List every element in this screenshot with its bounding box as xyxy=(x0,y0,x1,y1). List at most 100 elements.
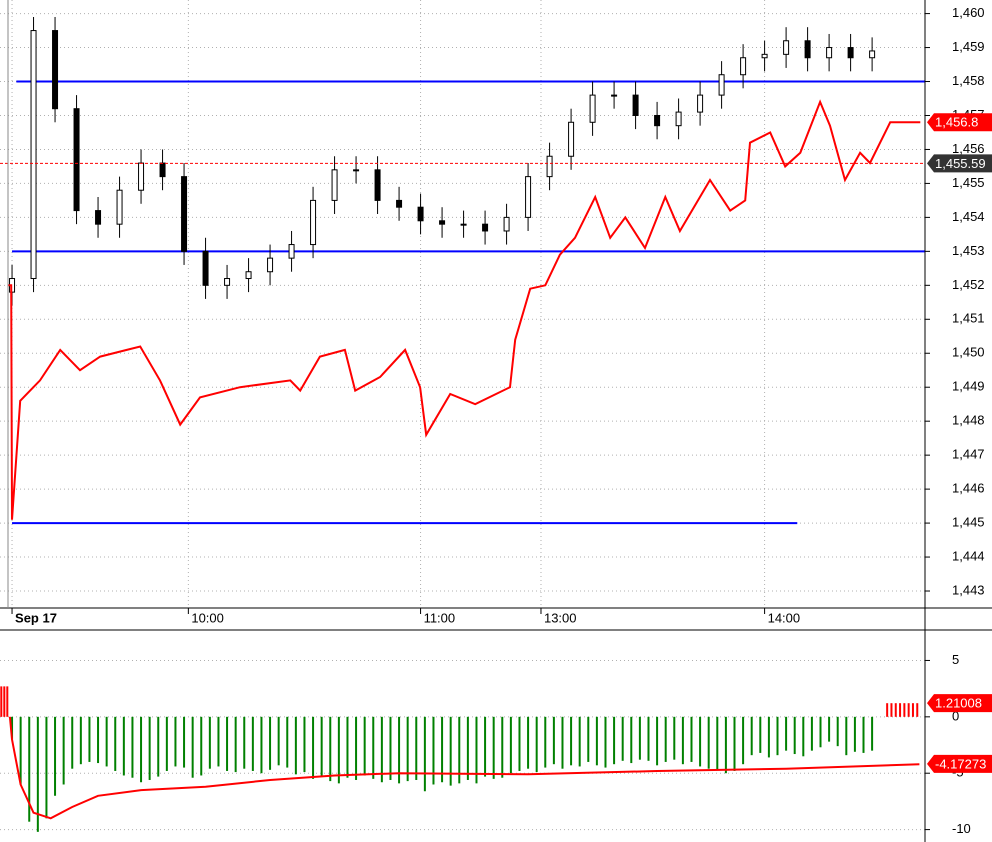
histogram-bar xyxy=(200,716,203,776)
histogram-bar xyxy=(36,716,39,832)
histogram-bar xyxy=(251,716,254,771)
histogram-bar xyxy=(690,716,693,762)
candle-body xyxy=(310,199,317,246)
histogram-bar xyxy=(916,703,919,717)
x-tick-label: 14:00 xyxy=(768,610,801,625)
histogram-bar xyxy=(28,716,31,822)
histogram-bar xyxy=(681,716,684,765)
histogram-bar xyxy=(613,716,616,765)
histogram-bar xyxy=(363,716,366,776)
histogram-bar xyxy=(845,716,848,756)
histogram-bar xyxy=(518,716,521,771)
histogram-bar xyxy=(903,703,906,717)
indicator-line xyxy=(7,99,921,520)
histogram-bar xyxy=(441,716,444,783)
y-tick-label: 5 xyxy=(952,652,959,667)
histogram-bar xyxy=(79,716,82,765)
histogram-bar xyxy=(3,686,6,717)
histogram-bar xyxy=(828,716,831,742)
histogram-bar xyxy=(114,716,117,771)
histogram-bar xyxy=(871,716,874,751)
histogram-bar xyxy=(907,703,910,717)
histogram-bar xyxy=(183,716,186,768)
histogram-bar xyxy=(6,686,9,717)
candle-body xyxy=(589,94,596,123)
histogram-bar xyxy=(664,716,667,762)
histogram-bar xyxy=(97,716,100,764)
histogram-bar xyxy=(11,716,14,740)
histogram-bar xyxy=(105,716,108,767)
signal-line xyxy=(8,716,920,820)
histogram-bar xyxy=(819,716,822,748)
histogram-bar xyxy=(0,686,3,717)
y-tick-label: 1,445 xyxy=(952,515,985,530)
histogram-bar xyxy=(165,716,168,771)
price-label-box xyxy=(927,754,992,773)
histogram-bar xyxy=(337,716,340,784)
histogram-bar xyxy=(286,716,289,768)
candle-body xyxy=(159,162,166,178)
price-label-box xyxy=(927,694,992,713)
y-tick-label: 1,455 xyxy=(952,175,985,190)
histogram-bar xyxy=(122,716,125,776)
x-tick-label: Sep 17 xyxy=(15,610,57,625)
histogram-bar xyxy=(157,716,160,777)
candle-body xyxy=(869,50,876,59)
histogram-bar xyxy=(911,703,914,717)
histogram-bar xyxy=(355,716,358,780)
candle-body xyxy=(245,271,252,280)
histogram-bar xyxy=(217,716,220,767)
candle-body xyxy=(116,189,123,225)
histogram-bar xyxy=(234,716,237,773)
histogram-bar xyxy=(406,716,409,782)
histogram-bar xyxy=(894,703,897,717)
histogram-bar xyxy=(423,716,426,792)
histogram-bar xyxy=(604,716,607,768)
y-tick-label: 1,446 xyxy=(952,481,985,496)
histogram-bar xyxy=(131,716,134,778)
y-tick-label: -10 xyxy=(952,821,971,836)
histogram-bar xyxy=(638,716,641,760)
histogram-bar xyxy=(329,716,332,782)
candle-body xyxy=(675,111,682,127)
histogram-bar xyxy=(45,716,48,819)
candle-body xyxy=(546,155,553,178)
histogram-bar xyxy=(724,716,727,774)
histogram-bar xyxy=(742,716,745,765)
histogram-bar xyxy=(380,716,383,783)
histogram-bar xyxy=(389,716,392,780)
candle-body xyxy=(417,206,424,222)
candle-body xyxy=(30,30,37,280)
candle-body xyxy=(460,223,467,226)
candle-body xyxy=(654,114,661,127)
histogram-bar xyxy=(54,716,57,796)
candle-body xyxy=(138,162,145,191)
histogram-bar xyxy=(853,716,856,752)
histogram-bar xyxy=(750,716,753,756)
histogram-bar xyxy=(544,716,547,768)
histogram-bar xyxy=(561,716,564,769)
histogram-bar xyxy=(484,716,487,777)
histogram-bar xyxy=(208,716,211,769)
histogram-bar xyxy=(587,716,590,762)
candle-body xyxy=(439,220,446,225)
histogram-bar xyxy=(19,716,22,785)
histogram-bar xyxy=(673,716,676,760)
candle-body xyxy=(611,94,618,97)
histogram-bar xyxy=(312,716,315,779)
candle-body xyxy=(331,169,338,201)
histogram-bar xyxy=(621,716,624,761)
histogram-bar xyxy=(535,716,538,773)
candle-body xyxy=(718,74,725,96)
histogram-bar xyxy=(707,716,710,769)
histogram-bar xyxy=(578,716,581,767)
histogram-bar xyxy=(88,716,91,762)
histogram-bar xyxy=(294,716,297,775)
histogram-bar xyxy=(890,703,893,717)
price-label: 1,456.8 xyxy=(935,115,978,130)
y-tick-label: 1,459 xyxy=(952,39,985,54)
candle-body xyxy=(761,53,768,59)
candle-body xyxy=(525,176,532,218)
price-label-box xyxy=(927,113,992,132)
candle-body xyxy=(95,210,102,225)
